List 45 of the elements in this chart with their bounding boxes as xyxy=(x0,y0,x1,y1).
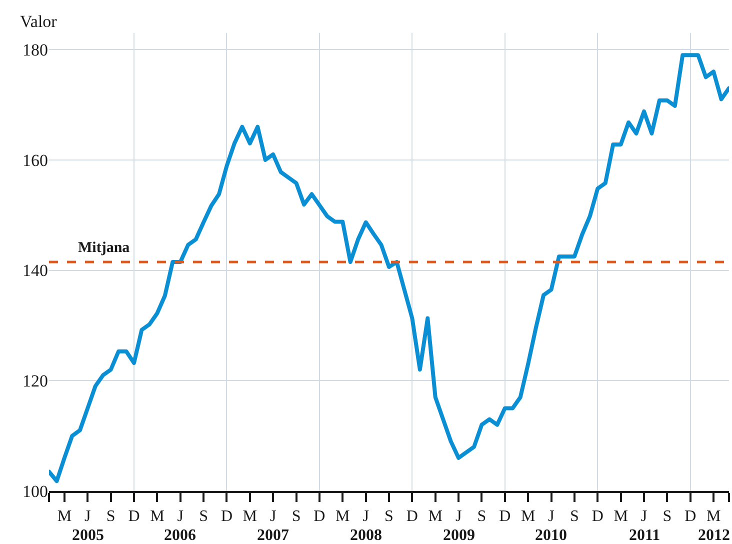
text: 2005 xyxy=(72,527,104,544)
x-tick-label: S xyxy=(384,508,394,525)
text: 2011 xyxy=(629,527,660,544)
ref-line-label: Mitjana xyxy=(78,240,130,256)
x-tick-label: S xyxy=(106,508,116,525)
x-tick-label: M xyxy=(242,508,258,525)
line-series xyxy=(49,53,729,484)
x-tick-label: S xyxy=(570,508,579,525)
x-tick-label: J xyxy=(455,508,462,525)
x-tick-label: M xyxy=(520,508,536,525)
x-tick-label: J xyxy=(640,508,648,525)
x-tick-label: M xyxy=(428,508,442,525)
text: 2006 xyxy=(164,527,196,544)
x-tick-label: J xyxy=(84,508,91,525)
x-tick-label: M xyxy=(614,508,628,525)
x-tick-label: D xyxy=(499,508,511,525)
y-tick-label: 180 xyxy=(22,40,48,60)
text: 2012 xyxy=(698,527,730,544)
x-tick-label: J xyxy=(270,508,276,525)
text: 2008 xyxy=(350,527,382,544)
x-tick-label: D xyxy=(314,508,326,525)
text: 2009 xyxy=(443,527,475,544)
y-tick-label: 160 xyxy=(22,150,48,170)
x-tick-label: D xyxy=(684,508,696,525)
x-tick-label: S xyxy=(199,508,208,525)
y-tick-label: 140 xyxy=(22,261,48,280)
x-tick-label: M xyxy=(57,508,72,525)
x-tick-label: D xyxy=(220,508,233,525)
x-tick-label: D xyxy=(406,508,418,525)
y-tick-label: 120 xyxy=(22,372,48,391)
x-tick-label: S xyxy=(292,508,301,525)
x-tick-label: S xyxy=(477,508,486,525)
x-tick-label: M xyxy=(150,508,164,525)
x-tick-label: D xyxy=(128,508,140,525)
x-tick-label: J xyxy=(548,508,554,525)
x-tick-label: D xyxy=(592,508,604,525)
x-tick-label: S xyxy=(662,508,672,525)
y-tick-label: 100 xyxy=(22,482,48,501)
x-tick-label: J xyxy=(177,508,184,525)
x-tick-label: J xyxy=(362,508,369,525)
x-tick-label: M xyxy=(706,508,721,525)
text: 2010 xyxy=(535,527,567,544)
text: 2007 xyxy=(257,527,289,544)
y-axis-title: Valor xyxy=(20,12,58,31)
x-tick-label: M xyxy=(336,508,350,525)
